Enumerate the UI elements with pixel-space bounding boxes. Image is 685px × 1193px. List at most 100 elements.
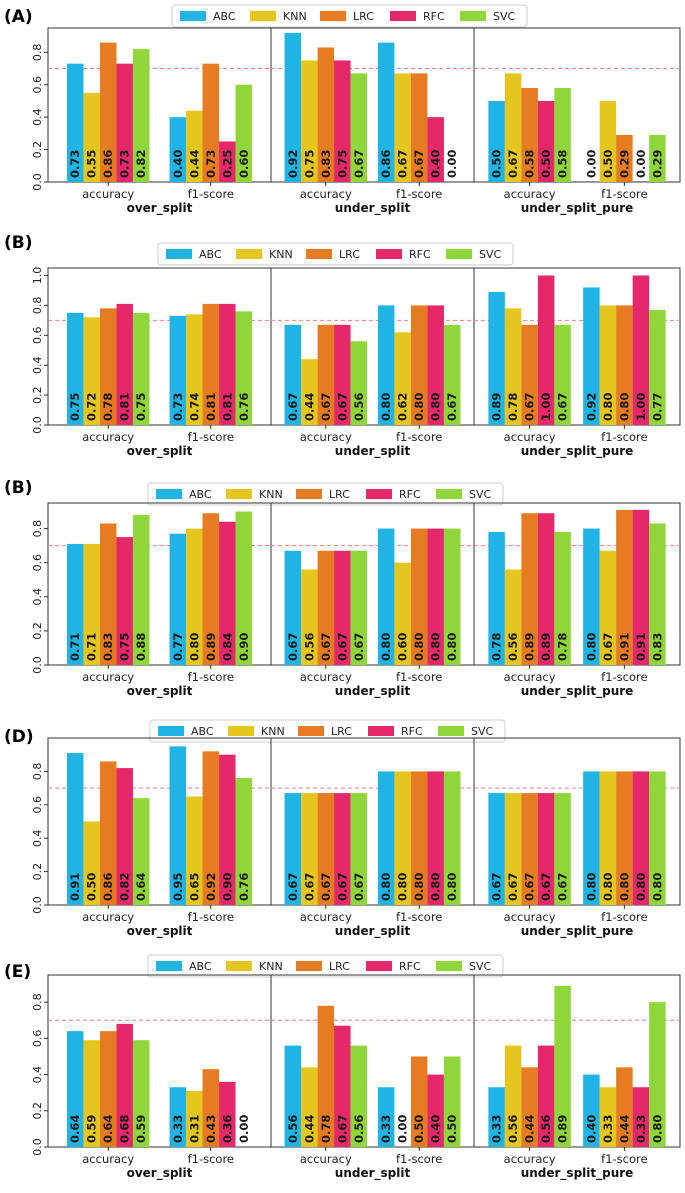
legend-box [147,954,504,978]
data-label: 0.67 [523,393,537,421]
bar-rfc [219,754,236,905]
x-tick-label: f1-score [188,187,234,201]
data-label: 0.74 [187,393,201,421]
data-label: 0.92 [584,393,598,421]
bar-knn [83,821,100,905]
data-label: 0.80 [412,393,426,421]
legend-swatch-rfc [366,489,392,499]
data-label: 0.33 [634,1115,648,1143]
bar-knn [504,308,522,425]
data-label: 0.86 [101,873,115,901]
bar-lrc [410,73,428,182]
bar-abc [377,771,395,905]
bar-svc [649,771,666,905]
legend-swatch-rfc [376,249,402,259]
data-label: 0.91 [68,873,82,901]
data-label: 0.77 [650,393,664,421]
bar-abc [169,533,187,665]
bar-lrc [616,305,633,425]
bar-svc [649,1002,666,1147]
data-label: 0.80 [379,393,393,421]
data-label: 0.71 [85,633,99,661]
bar-rfc [427,305,444,425]
bar-lrc [317,550,335,665]
data-label: 0.76 [237,873,251,901]
panel-title: under_split_pure [521,684,634,699]
bar-knn [394,332,411,425]
data-label: 0.80 [634,873,648,901]
data-label: 0.80 [445,873,459,901]
legend-swatch-abc [166,249,192,259]
panel-title: under_split [335,444,411,459]
legend-swatch-svc [436,489,462,499]
bar-knn [83,92,100,182]
x-tick-label: f1-score [601,670,647,684]
bar-svc [443,1056,461,1147]
bar-rfc [537,100,555,182]
data-label: 0.31 [187,1115,201,1143]
legend-label-lrc: LRC [329,960,350,973]
bar-abc [284,550,302,665]
bar-rfc [116,63,133,182]
x-tick-label: accuracy [504,670,556,684]
legend-label-svc: SVC [469,488,492,501]
bar-knn [504,1045,522,1147]
data-label: 0.82 [118,873,132,901]
bar-abc [284,793,302,905]
data-label: 0.33 [601,1115,615,1143]
panel-title: under_split [335,1166,411,1181]
bar-lrc [521,793,538,905]
legend-box [157,242,514,266]
legend-swatch-lrc [298,726,324,736]
bar-knn [186,528,203,665]
bar-svc [554,324,571,425]
data-label: 0.80 [601,873,615,901]
data-label: 0.44 [302,393,316,421]
chart-label: (D) [4,727,34,747]
data-label: 0.89 [539,633,553,661]
bar-rfc [427,771,444,905]
data-label: 0.64 [101,1115,115,1143]
data-label: 0.55 [85,150,99,178]
data-label: 0.95 [171,873,185,901]
y-tick-label: 0.8 [31,44,44,62]
panel-title: under_split_pure [521,444,634,459]
bar-lrc [317,793,335,905]
bar-lrc [202,63,220,182]
bar-rfc [632,275,650,425]
data-label: 0.67 [335,393,349,421]
bar-abc [488,100,505,182]
data-label: 0.33 [490,1115,504,1143]
panel-frame [473,267,681,426]
data-label: 0.67 [302,873,316,901]
legend-label-knn: KNN [261,725,285,738]
data-label: 0.75 [302,150,316,178]
x-tick-label: f1-score [601,1152,647,1166]
legend-label-lrc: LRC [329,488,350,501]
data-label: 0.50 [490,150,504,178]
legend-label-rfc: RFC [401,725,423,738]
bar-abc [169,1087,187,1147]
bar-knn [186,110,203,182]
legend-swatch-rfc [368,726,394,736]
legend-label-rfc: RFC [423,10,445,23]
bar-svc [649,309,666,425]
bar-rfc [632,771,650,905]
bar-abc [169,315,187,425]
legend-swatch-knn [250,11,276,21]
data-label: 0.80 [412,633,426,661]
x-tick-label: f1-score [188,910,234,924]
bar-rfc [334,793,351,905]
legend-swatch-svc [438,726,464,736]
data-label: 0.92 [204,873,218,901]
data-label: 0.75 [335,150,349,178]
data-label: 0.78 [556,633,570,661]
data-label: 0.50 [601,150,615,178]
data-label: 0.80 [650,1115,664,1143]
